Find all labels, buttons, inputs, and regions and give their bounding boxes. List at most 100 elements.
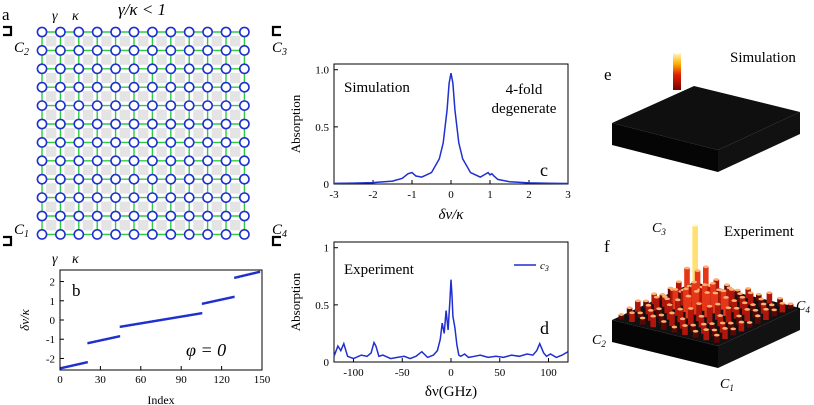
plot-c-degenerate-label-2: degenerate [492, 101, 557, 117]
lattice-plaquette [64, 72, 75, 84]
lattice-ring [146, 26, 158, 38]
exp-corner-c2: C2 [592, 333, 606, 349]
exp-bar-cap [766, 291, 773, 295]
plot-b-eigenvalue-point [212, 300, 215, 303]
exp-bar-cap [746, 321, 753, 324]
lattice-plaquette [64, 146, 75, 157]
plot-b-xtick-label: 120 [213, 374, 230, 386]
exp-bar-cap [725, 306, 732, 310]
lattice-plaquette [174, 201, 186, 212]
plot-c-simulation-label: Simulation [344, 80, 410, 96]
lattice-plaquette [230, 36, 241, 47]
plot-b-eigenvalue-point [67, 365, 69, 368]
lattice-plaquette [174, 91, 186, 102]
lattice-ring [55, 26, 66, 38]
lattice-plaquette [101, 183, 112, 194]
exp-bar-cap [685, 294, 692, 298]
plot-d-xtick-label: 100 [540, 367, 557, 379]
lattice-plaquette [119, 220, 130, 231]
exp-bar [661, 321, 667, 330]
lattice-ring [183, 192, 195, 203]
lattice-plaquette [82, 201, 94, 212]
plot-b-eigenvalue-point [158, 319, 161, 322]
exp-bar-cap [717, 314, 723, 317]
lattice-plaquette [101, 146, 112, 157]
plot-b-eigenvalue-point [170, 317, 173, 320]
exp-bar-cap [737, 292, 743, 296]
lattice-ring [220, 173, 232, 185]
plot-b-eigenvalue-point [143, 321, 146, 324]
exp-bar-cap [676, 280, 682, 284]
plot-b-eigenvalue-point [215, 299, 218, 302]
exp-bar-cap [777, 296, 783, 300]
plot-b-eigenvalue-point [117, 335, 119, 338]
lattice-ring [220, 26, 232, 38]
exp-bar [666, 304, 673, 320]
lattice-ring [238, 26, 250, 38]
exp-bar [730, 328, 736, 336]
exp-bar [750, 304, 756, 311]
exp-bar [698, 316, 705, 328]
plot-b-eigenvalue-point [138, 322, 141, 325]
lattice-ring [128, 210, 140, 222]
plot-b-eigenvalue-point [96, 339, 99, 343]
lattice-ring [165, 192, 177, 203]
plot-b-ylabel: δν/κ [17, 308, 32, 330]
exp-bar [769, 304, 775, 310]
lattice-plaquette [101, 91, 112, 102]
plot-b-eigenvalue-point [86, 361, 88, 364]
lattice-plaquette [211, 54, 222, 65]
lattice-ring [165, 100, 177, 111]
lattice-plaquette [230, 164, 241, 176]
lattice-ring [202, 136, 213, 148]
plot-d-xtick-label: 0 [448, 367, 454, 379]
lattice-ring [73, 192, 85, 203]
lattice-ring [110, 45, 121, 56]
plot-b-eigenvalue-point [112, 336, 115, 339]
lattice-ring [146, 192, 158, 203]
exp-bar-cap [675, 298, 681, 302]
exp-bar-cap [666, 303, 673, 307]
lattice-ring [220, 210, 232, 222]
plot-c-ytick-label: 1.0 [315, 65, 329, 77]
exp-bar-cap [709, 322, 715, 326]
exp-bar [629, 312, 635, 322]
plot-d-ytick-label: 0 [324, 357, 330, 369]
lattice-ring [36, 26, 48, 38]
exp-bar [733, 308, 740, 319]
lattice-plaquette [230, 109, 241, 120]
panel-letter-c: c [540, 160, 548, 180]
lattice-plaquette [174, 109, 186, 120]
exp-bar [653, 297, 660, 311]
lattice-ring [238, 228, 250, 240]
plot-d-ticks: -100 -50 0 50 100 0 0.5 1 [315, 243, 557, 379]
plot-b-eigenvalue-point [73, 363, 76, 367]
lattice-ring [238, 81, 250, 93]
lattice-ring [202, 228, 213, 240]
plot-b-eigenvalue-point [172, 316, 175, 320]
exp-bar [688, 308, 694, 325]
lattice-plaquette [101, 128, 112, 139]
lattice-ring [91, 173, 103, 185]
plot-b-eigenvalue-point [127, 324, 130, 327]
lattice-plaquette [230, 146, 241, 157]
plot-b-ytick-label: 1 [50, 296, 56, 308]
exp-bar-cap [694, 269, 701, 272]
plot-b-eigenvalue-point [192, 313, 195, 316]
exp-bar-cap [747, 291, 754, 295]
exp-bars [618, 223, 794, 343]
lattice-plaquette [174, 36, 186, 47]
panel-d: -100 -50 0 50 100 0 0.5 1 Experiment c3 d δν(GH… [288, 241, 569, 400]
lattice-ring [220, 45, 232, 56]
plot-d-xtick-label: 50 [494, 367, 506, 379]
plot-b-eigenvalue-point [208, 300, 211, 304]
plot-b-eigenvalue-point [181, 315, 184, 318]
lattice-plaquette [156, 72, 167, 84]
plot-c-xtick-label: 1 [487, 189, 493, 201]
plot-b-eigenvalue-point [64, 365, 67, 369]
exp-bar [725, 307, 732, 323]
lattice-ring [110, 100, 121, 111]
lattice-plaquette [46, 146, 57, 157]
plot-b-eigenvalue-point [236, 275, 239, 279]
lattice-plaquette [82, 164, 94, 176]
